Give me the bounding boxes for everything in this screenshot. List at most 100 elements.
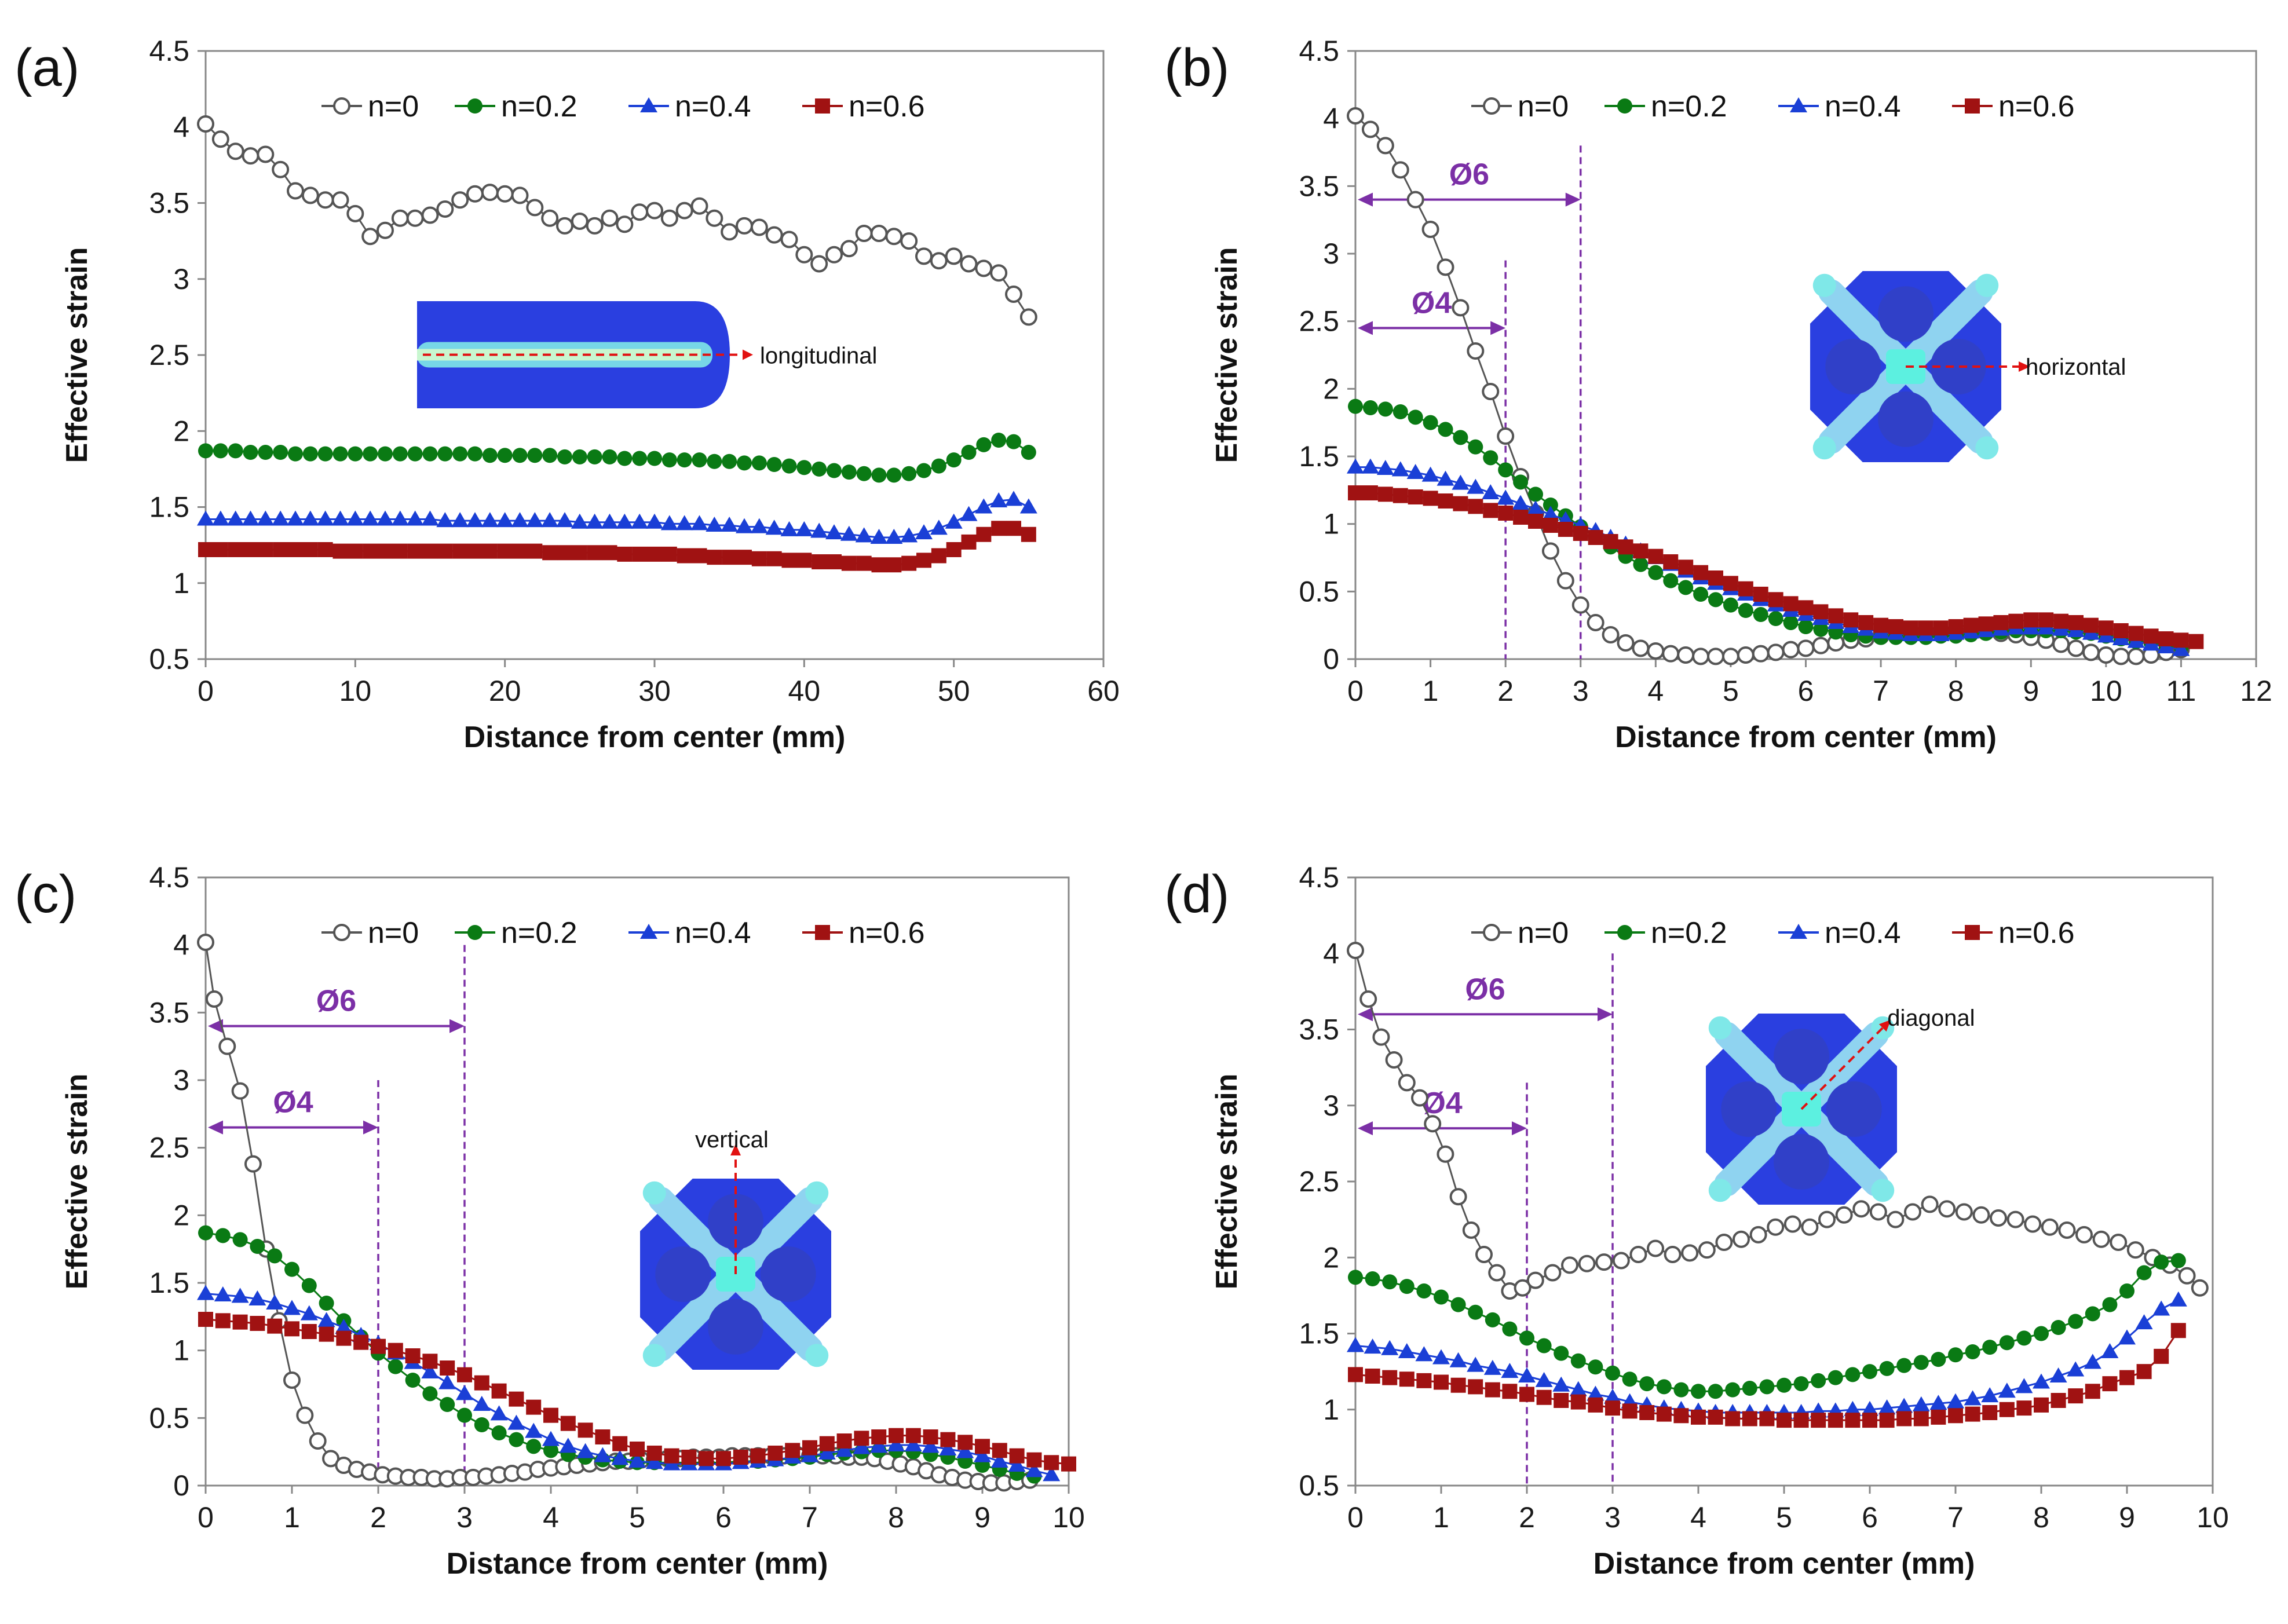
inset-shape: [760, 1246, 816, 1302]
data-point: [815, 98, 830, 114]
data-point: [1570, 1353, 1586, 1369]
data-point: [1006, 434, 1021, 449]
data-point: [675, 202, 693, 220]
data-point: [363, 446, 378, 462]
data-point: [900, 527, 918, 543]
data-point: [332, 543, 348, 559]
inset-shape: [1826, 1081, 1882, 1137]
inset-shape: [1812, 273, 1836, 297]
x-tick-label: 10: [2090, 675, 2122, 707]
data-point: [887, 1436, 905, 1451]
direction-arrow-head: [730, 1144, 741, 1155]
data-point: [348, 543, 363, 559]
data-point: [1632, 639, 1650, 657]
data-point: [288, 542, 303, 557]
data-point: [457, 1407, 472, 1423]
diameter-label: Ø4: [273, 1086, 313, 1120]
data-point: [2143, 628, 2159, 644]
inset-shape: [708, 1299, 763, 1355]
data-point: [1929, 1395, 1947, 1410]
data-point: [780, 521, 798, 536]
panel-label: (a): [14, 38, 79, 97]
inset-shape: [1708, 1179, 1732, 1202]
data-point: [331, 191, 349, 209]
data-point: [526, 1399, 542, 1415]
data-point: [422, 1386, 438, 1402]
data-point: [511, 512, 529, 528]
data-point: [628, 1453, 646, 1468]
data-point: [1381, 1340, 1399, 1355]
y-tick-label: 1.5: [1299, 440, 1339, 473]
data-point: [690, 515, 708, 531]
data-point: [1541, 542, 1559, 560]
data-point: [388, 1359, 403, 1374]
data-point: [750, 518, 768, 533]
data-point: [1633, 557, 1649, 572]
data-point: [218, 1037, 236, 1055]
data-point: [915, 524, 933, 540]
data-point: [526, 512, 544, 528]
data-point: [226, 510, 244, 526]
direction-arrow-head: [743, 349, 753, 360]
data-point: [1752, 645, 1770, 663]
data-point: [1019, 308, 1037, 326]
legend-label: n=0.2: [501, 916, 578, 950]
data-point: [765, 226, 783, 244]
data-point: [640, 924, 657, 939]
x-tick-label: 20: [489, 675, 521, 707]
data-point: [1963, 617, 1979, 633]
y-tick-label: 4.5: [149, 35, 189, 67]
data-point: [2126, 1241, 2144, 1259]
x-tick-label: 10: [2196, 1501, 2229, 1534]
data-point: [302, 542, 318, 557]
data-point: [812, 461, 827, 477]
x-tick-label: 2: [370, 1501, 386, 1534]
data-point: [215, 1313, 231, 1329]
data-point: [371, 1338, 386, 1354]
y-axis-label: Effective strain: [60, 247, 94, 463]
data-point: [1622, 1371, 1638, 1387]
data-point: [836, 1433, 852, 1449]
data-point: [497, 543, 513, 559]
data-point: [2092, 1230, 2110, 1248]
data-point: [457, 1367, 472, 1382]
data-point: [1982, 1340, 1998, 1355]
data-point: [242, 510, 259, 526]
data-point: [1828, 608, 1844, 624]
data-point: [1605, 1365, 1620, 1381]
data-point: [706, 209, 723, 227]
data-point: [1475, 1246, 1493, 1263]
series-n04: [197, 491, 1037, 544]
data-point: [2128, 626, 2144, 641]
data-point: [1452, 299, 1470, 317]
data-point: [378, 543, 393, 559]
data-point: [1536, 1338, 1552, 1354]
data-point: [647, 546, 662, 562]
y-tick-label: 3.5: [1299, 170, 1339, 202]
data-point: [1502, 1384, 1518, 1399]
data-point: [707, 550, 722, 565]
data-point: [1359, 990, 1377, 1008]
x-tick-label: 1: [1433, 1501, 1449, 1534]
data-point: [1467, 1356, 1485, 1372]
data-point: [900, 232, 918, 250]
data-point: [2085, 1384, 2100, 1399]
data-point: [1828, 1370, 1843, 1385]
data-point: [2068, 1314, 2084, 1329]
data-point: [945, 513, 963, 529]
data-point: [827, 463, 842, 478]
data-point: [231, 1082, 249, 1100]
data-point: [1790, 97, 1807, 112]
data-point: [2006, 1210, 2024, 1228]
data-point: [856, 466, 872, 481]
data-point: [661, 452, 677, 468]
inset-shape: [805, 1181, 829, 1205]
y-tick-label: 4.5: [1299, 35, 1339, 67]
data-point: [1406, 191, 1424, 209]
data-point: [541, 512, 559, 528]
data-point: [1639, 1405, 1655, 1420]
data-point: [1879, 1413, 1895, 1428]
data-point: [2118, 1329, 2136, 1345]
data-point: [452, 543, 468, 559]
